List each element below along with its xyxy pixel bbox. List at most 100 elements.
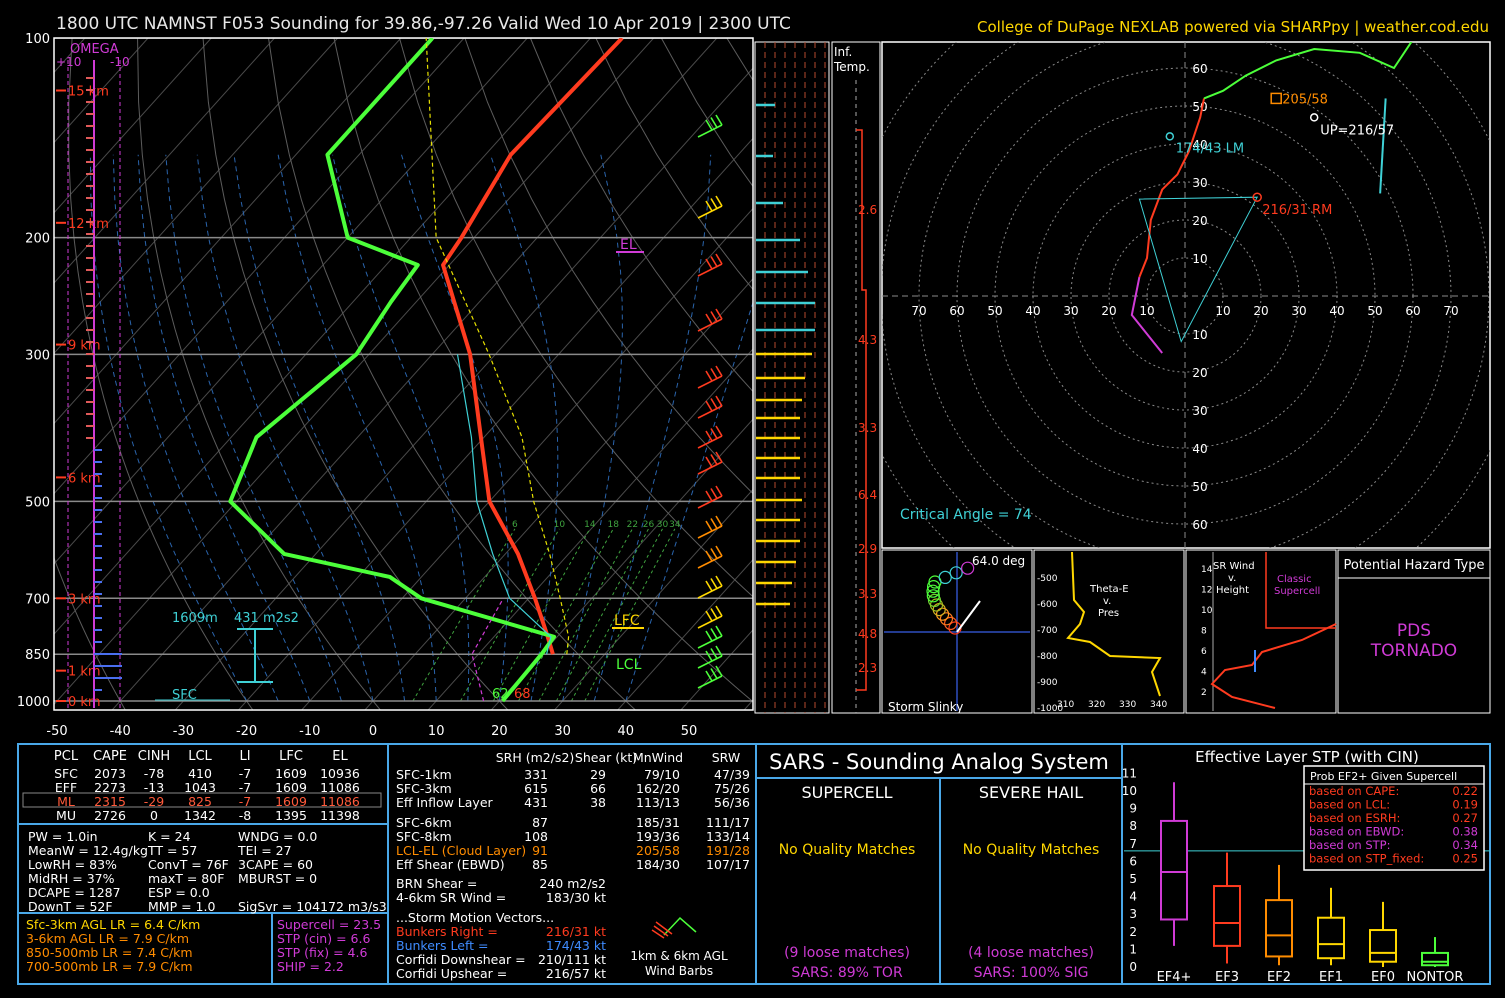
wind-barb-staff [697,461,723,475]
parcel-header: CINH [138,749,170,764]
kinematics-label: SFC-1km [396,767,452,782]
wind-barb-flag [705,258,713,270]
skewt-frame [53,37,754,711]
wind-barb-flag [710,548,718,559]
hodo-ring-label: 60 [1405,304,1420,318]
kinematics-header: Shear (kt) [575,750,637,765]
theta-pressure-tick: -1000 [1037,704,1063,714]
critical-angle: Critical Angle = 74 [900,507,1032,523]
mixing-ratio-label: 14 [584,520,596,530]
stp-tick-label: 4 [1129,890,1137,904]
wind-barb-flag [705,550,713,562]
srwind-note2: Supercell [1274,586,1320,597]
prob-value: 0.27 [1452,811,1478,825]
wind-barb-flag [710,648,718,659]
parcel-table: PCL CAPE CINH LCL LI LFC EL SFC 2073 -78 410 -7 1609… [54,749,360,823]
index-value: ESP = 0.0 [148,885,210,900]
srwind-note: Classic [1277,574,1312,585]
wind-barb-flag [710,117,718,128]
pressure-tick-label: 300 [25,348,50,363]
moist-adiabat [332,154,470,702]
sfc-dewpoint-value: 62 [492,687,509,702]
wind-barb-staff [697,525,723,539]
height-label: 0 km [68,695,101,710]
wind-barb-flag [710,578,718,589]
parcel-header: EL [332,749,348,764]
moist-adiabat [196,154,374,702]
parcel-cell: 1609 [275,766,307,781]
wind-barb-flag [705,490,713,502]
kinematics-cell: 113/13 [636,795,680,810]
hodo-ring-label: 10 [1192,252,1207,266]
temperature-tick-label: 50 [681,724,698,739]
hodo-ring [882,42,1490,548]
wind-barb-staff [697,205,723,219]
wind-barb-flag [705,580,713,592]
dry-adiabat [137,38,382,710]
pressure-tick-label: 850 [25,648,50,663]
hodo-ring-label: 40 [1192,138,1207,152]
prob-label: based on LCL: [1309,798,1390,812]
hodo-ring-label: 50 [987,304,1002,318]
wind-barb-flag [715,395,723,407]
parcel-cell: -8 [239,808,252,823]
parcel-cell: MU [56,808,76,823]
wind-barb-staff [697,405,723,419]
parcel-header: CAPE [93,749,127,764]
stp-tick-label: 1 [1129,942,1137,956]
temperature-tick-label: 20 [491,724,508,739]
parcel-cell: 11086 [320,780,360,795]
stp-tick-label: 0 [1129,960,1137,974]
inferred-temp-values: 2.6 4.3 3.3 6.4 2.9 3.3 4.8 2.3 [855,80,877,713]
wind-barb-flag [710,398,718,409]
storm-motion-label: Bunkers Right = [396,924,498,939]
pressure-tick-label: 100 [25,32,50,47]
moist-adiabat [89,154,248,702]
kinematics-header: SRW [712,750,740,765]
wind-barb-flag [710,454,718,465]
stp-box [1265,899,1293,958]
mixing-ratio-line [538,528,633,702]
srwind-height-tick: 8 [1201,627,1207,637]
theta-pressure-tick: -500 [1037,574,1058,584]
srwind-height-tick: 12 [1201,586,1212,596]
prob-label: based on CAPE: [1309,784,1399,798]
inf-temp-value: 2.6 [858,203,877,217]
isotherm-line [617,558,753,710]
parcel-cell: 1043 [184,780,216,795]
kinematics-cell: 79/10 [644,767,680,782]
wind-barb-flag [715,485,723,497]
wind-barb-flag [715,625,723,637]
srwind-height-tick: 6 [1201,647,1207,657]
sr-wind-profile: 14 12 10 8 6 4 2 [1201,552,1337,711]
bunkers-left-marker [1165,132,1175,141]
wind-barb-staff [697,375,723,389]
mixing-ratio-line [518,528,614,702]
stp-category-label: EF0 [1371,970,1395,985]
wind-barb-6km [663,916,697,936]
kinematics-cell: 331 [524,767,548,782]
kinematics-label: SFC-8km [396,829,452,844]
sfc-label: SFC [172,688,197,703]
stp-tick-label: 10 [1122,784,1137,798]
kinematics-header: MnWind [633,750,683,765]
storm-motion-value: 216/57 kt [546,966,606,981]
bunkers-right-label: 216/31 RM [1262,203,1332,218]
bunkers-right-marker [1252,192,1262,202]
omega-right: -10 [110,55,130,69]
pressure-tick-label: 500 [25,495,50,510]
el-label: EL [620,237,637,253]
hazard-line2: TORNADO [1370,641,1457,661]
parcel-cell: 11398 [320,808,360,823]
series-temperature [441,38,624,655]
index-value: LowRH = 83% [28,857,117,872]
kinematics-cell: 615 [524,781,548,796]
theta-e-trace [1066,551,1162,697]
srwind-title2: v. [1228,573,1236,584]
prob-value: 0.22 [1452,784,1478,798]
theta-pressure-tick: -900 [1037,678,1058,688]
stp-tick-label: 7 [1129,837,1137,851]
ml-row-highlight [22,792,382,808]
